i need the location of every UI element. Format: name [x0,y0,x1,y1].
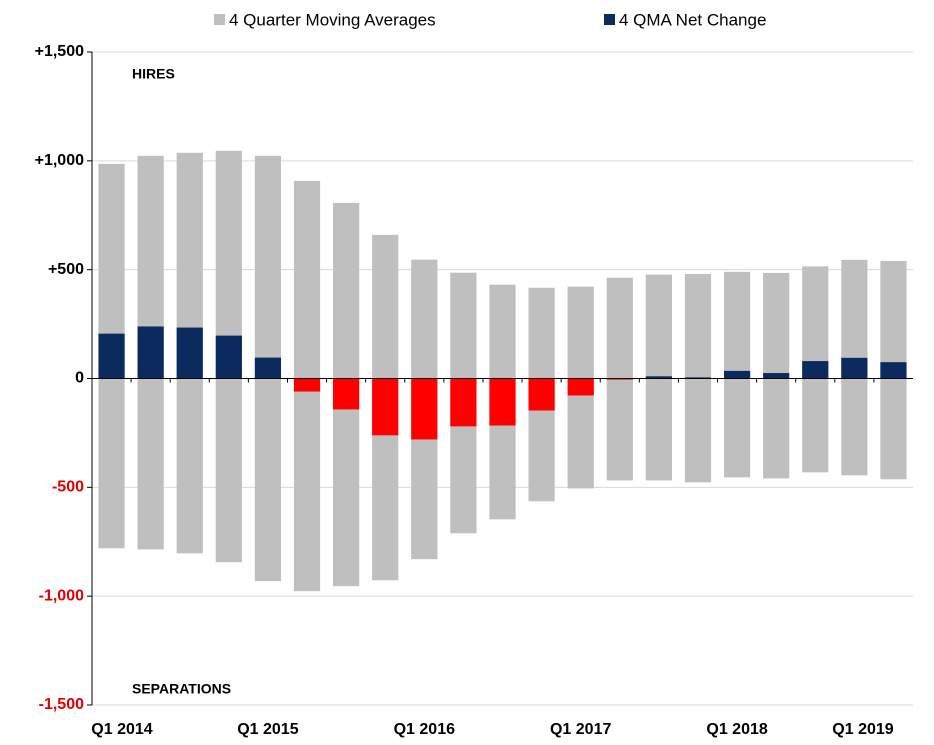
y-tick-label: +500 [48,261,84,278]
x-tick-label: Q1 2018 [706,721,767,738]
net-change-bar [802,361,829,379]
annotation: SEPARATIONS [132,681,231,697]
annotation: HIRES [132,66,175,82]
legend-label: 4 QMA Net Change [619,10,766,29]
separations-bar [723,378,751,478]
x-tick-label: Q1 2016 [394,721,455,738]
net-change-bar [841,357,868,379]
separations-bar [137,378,164,550]
hires-bar [411,259,438,379]
separations-bar [645,378,672,481]
separations-bar [176,378,203,554]
separations-bar [567,378,594,489]
hires-bar [489,284,516,379]
net-change-bar [254,357,282,379]
hires-bar [372,234,399,379]
legend-swatch [604,14,615,25]
net-change-bar [411,378,438,440]
net-change-bar [176,327,203,379]
hires-bar [645,274,672,379]
hires-bar [567,286,594,379]
y-tick-label: -1,000 [39,587,84,604]
y-tick-label: -500 [52,479,84,496]
net-change-bar [567,378,594,396]
hires-bar [802,266,829,379]
net-change-bar [450,378,477,427]
separations-bar [763,378,790,479]
net-change-bar [763,373,790,379]
net-change-bar [293,378,321,392]
hires-bar [763,272,790,379]
y-tick-label: +1,500 [35,43,84,60]
hires-bar [606,277,633,379]
separations-bar [215,378,242,563]
x-tick-label: Q1 2017 [550,721,611,738]
separations-bar [254,378,282,582]
separations-bar [606,378,633,481]
net-change-bar [215,335,242,379]
separations-bar [841,378,868,476]
hires-bar [293,180,321,379]
y-tick-label: -1,500 [39,696,84,713]
net-change-bar [489,378,516,426]
hires-bar [723,271,751,379]
hires-bar [880,260,907,379]
separations-bar [293,378,321,592]
net-change-bar [684,377,712,379]
separations-bar [98,378,125,549]
separations-bar [333,378,360,587]
hires-bar [254,155,282,379]
net-change-bar [528,378,555,411]
x-tick-label: Q1 2015 [237,721,298,738]
x-tick-label: Q1 2014 [91,721,152,738]
net-change-bar [98,333,125,379]
separations-bar [684,378,712,483]
hires-bar [528,287,555,379]
y-tick-label: 0 [75,370,84,387]
hires-bar [333,202,360,379]
net-change-bar [880,362,907,379]
hires-bar [450,272,477,379]
legend-label: 4 Quarter Moving Averages [229,10,436,29]
separations-bar [802,378,829,473]
net-change-bar [137,326,164,379]
net-change-bar [333,378,360,410]
x-tick-label: Q1 2019 [832,721,893,738]
y-tick-label: +1,000 [35,152,84,169]
net-change-bar [645,376,672,379]
net-change-bar [372,378,399,436]
separations-bar [880,378,907,480]
net-change-bar [723,370,751,379]
legend-swatch [214,14,225,25]
net-change-bar [606,378,633,380]
hires-bar [684,274,712,379]
